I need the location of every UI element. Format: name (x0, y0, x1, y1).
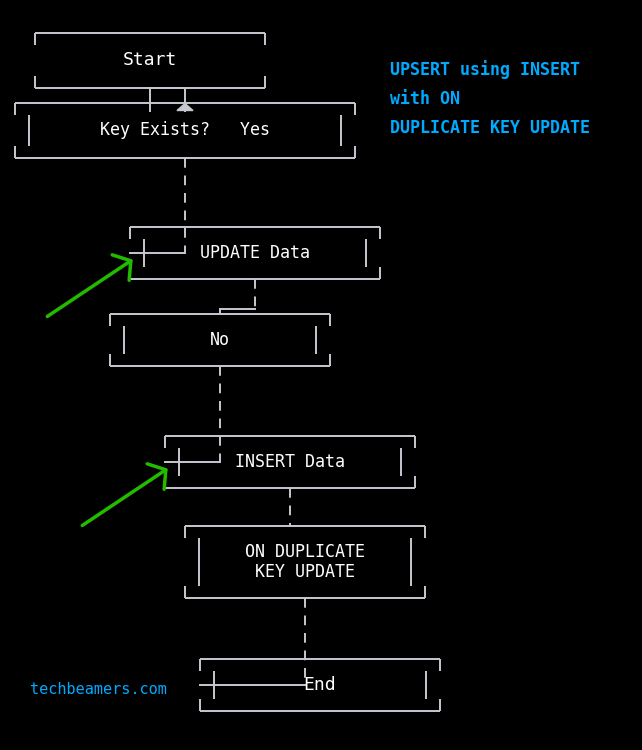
Text: End: End (304, 676, 336, 694)
Text: techbeamers.com: techbeamers.com (30, 682, 167, 698)
Text: No: No (210, 331, 230, 349)
Text: ON DUPLICATE
KEY UPDATE: ON DUPLICATE KEY UPDATE (245, 542, 365, 581)
Text: Start: Start (123, 51, 177, 69)
Text: UPDATE Data: UPDATE Data (200, 244, 310, 262)
Text: UPSERT using INSERT
with ON
DUPLICATE KEY UPDATE: UPSERT using INSERT with ON DUPLICATE KE… (390, 60, 590, 137)
Polygon shape (177, 104, 193, 110)
Text: INSERT Data: INSERT Data (235, 453, 345, 471)
Text: Key Exists?   Yes: Key Exists? Yes (100, 121, 270, 139)
